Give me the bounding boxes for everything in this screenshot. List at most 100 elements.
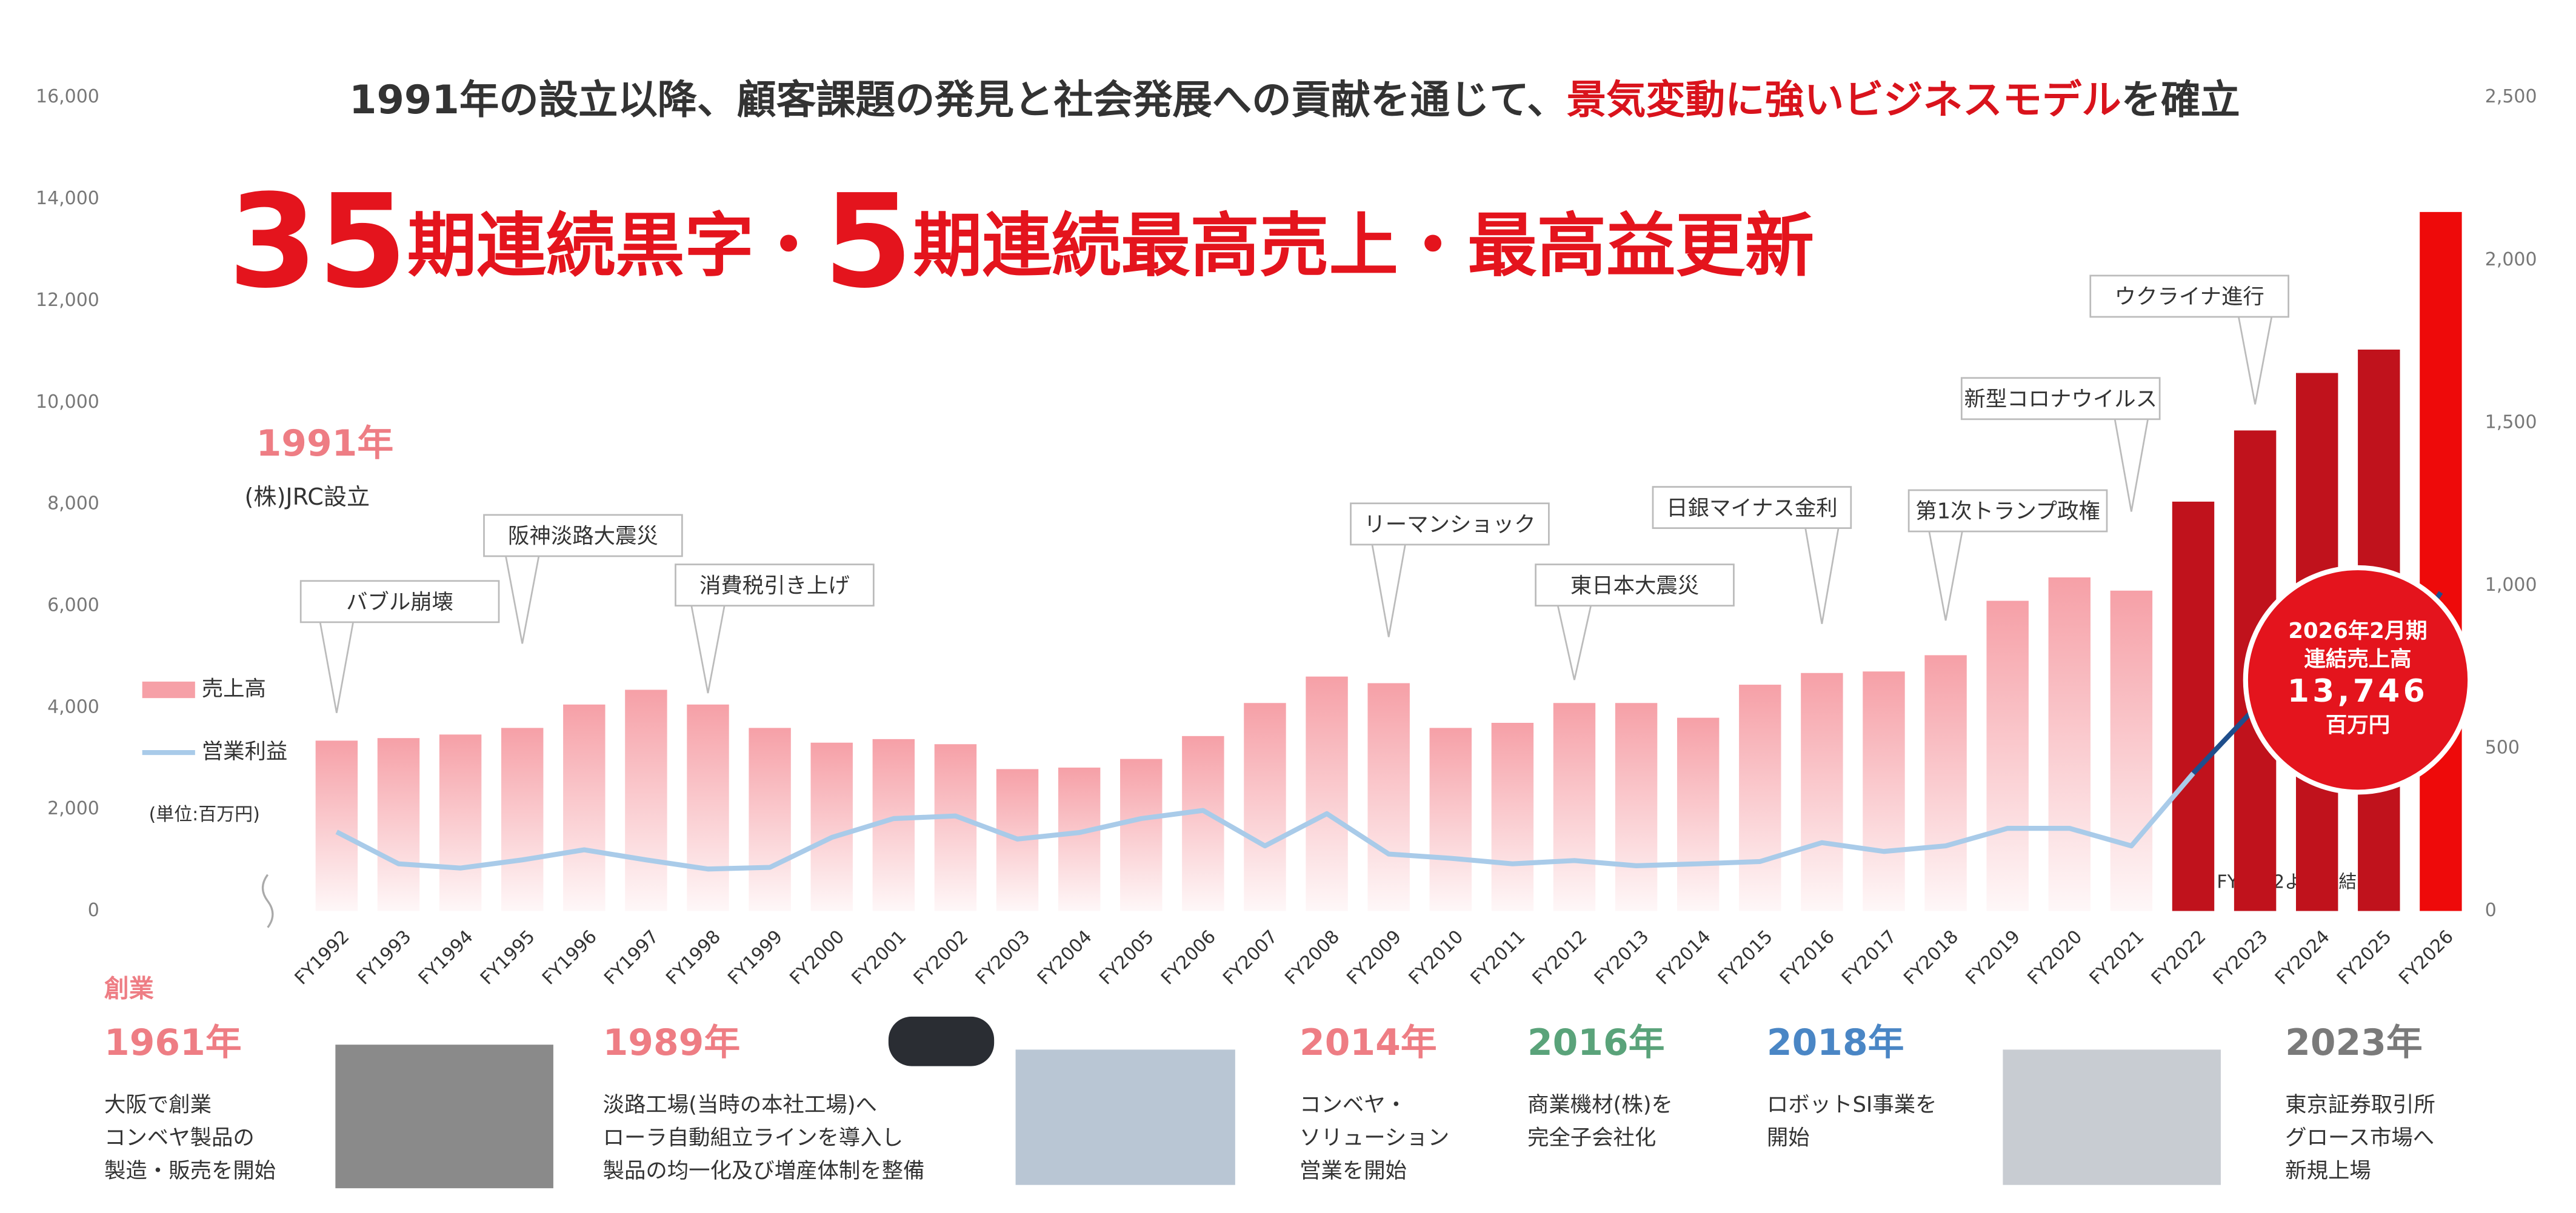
callout-pointer <box>2114 419 2149 512</box>
bar <box>1120 759 1163 911</box>
bar <box>377 738 420 911</box>
y2-tick-label: 2,500 <box>2485 86 2537 107</box>
x-tick-label: FY2013 <box>1590 926 1653 989</box>
timeline-text: 開始 <box>1767 1125 1810 1150</box>
timeline-text: 新規上場 <box>2285 1158 2371 1183</box>
timeline-text: 東京証券取引所 <box>2285 1092 2435 1117</box>
callout-pointer <box>2238 316 2273 405</box>
x-tick-label: FY2016 <box>1776 926 1839 989</box>
bar <box>1677 717 1720 911</box>
bar <box>563 704 606 911</box>
headline-text: を確立 <box>2121 77 2240 123</box>
y-tick-label: 16,000 <box>36 86 99 107</box>
callout-box <box>1907 489 2108 533</box>
y-tick-label: 0 <box>88 900 99 921</box>
timeline-text: コンベヤ・ <box>1300 1092 1407 1117</box>
y-tick-label: 14,000 <box>36 188 99 209</box>
annotation: 東日本大震災 <box>1570 573 1699 598</box>
headline: 1991年の設立以降、顧客課題の発見と社会発展への貢献を通じて、景気変動に強いビ… <box>349 77 2240 123</box>
timeline-text: 完全子会社化 <box>1527 1125 1656 1150</box>
photo <box>2003 1049 2221 1185</box>
y2-tick-label: 500 <box>2485 737 2520 758</box>
title-text: 期連続黒字・ <box>407 205 823 286</box>
callout-box <box>1535 563 1735 606</box>
timeline-year: 2023年 <box>2285 1022 2423 1064</box>
x-tick-label: FY2019 <box>1961 926 2024 989</box>
y-tick-label: 6,000 <box>47 594 99 616</box>
annotation: 第1次トランプ政権 <box>1915 499 2100 524</box>
bar <box>1491 723 1534 911</box>
callout-box <box>299 580 500 623</box>
x-tick-label: FY2017 <box>1838 926 1901 989</box>
bar <box>315 740 358 911</box>
timeline-text: 商業機材(株)を <box>1527 1092 1673 1117</box>
founding-text: (株)JRC設立 <box>245 484 370 510</box>
y2-tick-label: 0 <box>2485 900 2497 921</box>
x-tick-label: FY2004 <box>1033 926 1096 989</box>
x-tick-label: FY2012 <box>1529 926 1592 989</box>
callout-period: 2026年2月期 <box>2288 619 2427 643</box>
annotation: 阪神淡路大震災 <box>508 524 658 549</box>
photo <box>335 1045 553 1189</box>
timeline-text: 製品の均一化及び増産体制を整備 <box>603 1158 925 1183</box>
x-tick-label: FY2015 <box>1714 926 1777 989</box>
y-tick-label: 8,000 <box>47 493 99 514</box>
bar <box>810 742 853 911</box>
timeline-text: ローラ自動組立ラインを導入し <box>603 1125 903 1150</box>
y-tick-label: 12,000 <box>36 290 99 311</box>
callout-pointer <box>505 556 540 644</box>
x-tick-label: FY2020 <box>2024 926 2087 989</box>
x-tick-label: FY1998 <box>662 926 725 989</box>
x-tick-label: FY2000 <box>786 926 849 989</box>
callout-label: 連結売上高 <box>2304 647 2412 672</box>
unit-label: (単位:百万円) <box>149 804 260 825</box>
annotation: 日銀マイナス金利 <box>1666 496 1837 520</box>
headline-emphasis: 景気変動に強いビジネスモデル <box>1567 77 2121 123</box>
callout-pointer <box>1557 605 1592 680</box>
title-number: 5 <box>823 167 913 317</box>
bar <box>934 744 977 911</box>
title-text: 期連続最高売上・最高益更新 <box>913 205 1814 286</box>
consolidation-note: ( FY2022より連結 ) <box>2204 872 2369 893</box>
timeline-year: 2014年 <box>1300 1022 1437 1064</box>
timeline-text: 淡路工場(当時の本社工場)へ <box>603 1092 877 1117</box>
x-tick-label: FY2024 <box>2271 926 2334 989</box>
y-tick-label: 4,000 <box>47 696 99 717</box>
x-tick-label: FY2021 <box>2086 926 2149 989</box>
callout-circle <box>2243 565 2473 795</box>
x-tick-label: FY1995 <box>476 926 539 989</box>
line <box>335 771 2195 872</box>
x-tick-label: FY2025 <box>2333 926 2396 989</box>
x-tick-label: FY1997 <box>600 926 663 989</box>
timeline-year: 2018年 <box>1767 1022 1904 1064</box>
bar <box>749 728 791 911</box>
callout-pointer <box>1928 531 1963 621</box>
bar <box>439 734 482 911</box>
bar <box>1863 671 1905 911</box>
legend-label: 営業利益 <box>202 739 288 764</box>
timeline-text: ソリューション <box>1300 1125 1449 1150</box>
bar <box>2420 211 2462 911</box>
x-tick-label: FY2009 <box>1343 926 1406 989</box>
bar <box>1801 673 1843 911</box>
timeline-year: 2016年 <box>1527 1022 1665 1064</box>
bar <box>1367 683 1410 911</box>
bar <box>1306 676 1348 911</box>
axis-break <box>261 874 274 928</box>
bar <box>1615 703 1658 911</box>
value-label: 13,746 <box>2287 673 2428 710</box>
bar <box>1553 703 1596 911</box>
bar <box>1986 600 2029 911</box>
annotation: リーマンショック <box>1364 513 1535 537</box>
legend-swatch <box>142 681 195 699</box>
bar <box>2172 501 2215 911</box>
roller-icon <box>888 1016 995 1066</box>
annotation: 新型コロナウイルス <box>1964 387 2157 412</box>
x-tick-label: FY2006 <box>1157 926 1220 989</box>
bar <box>1429 728 1472 911</box>
timeline-text: グロース市場へ <box>2285 1125 2434 1150</box>
timeline-text: ロボットSI事業を <box>1767 1092 1937 1117</box>
bar <box>1924 655 1967 911</box>
y-tick-label: 2,000 <box>47 798 99 819</box>
